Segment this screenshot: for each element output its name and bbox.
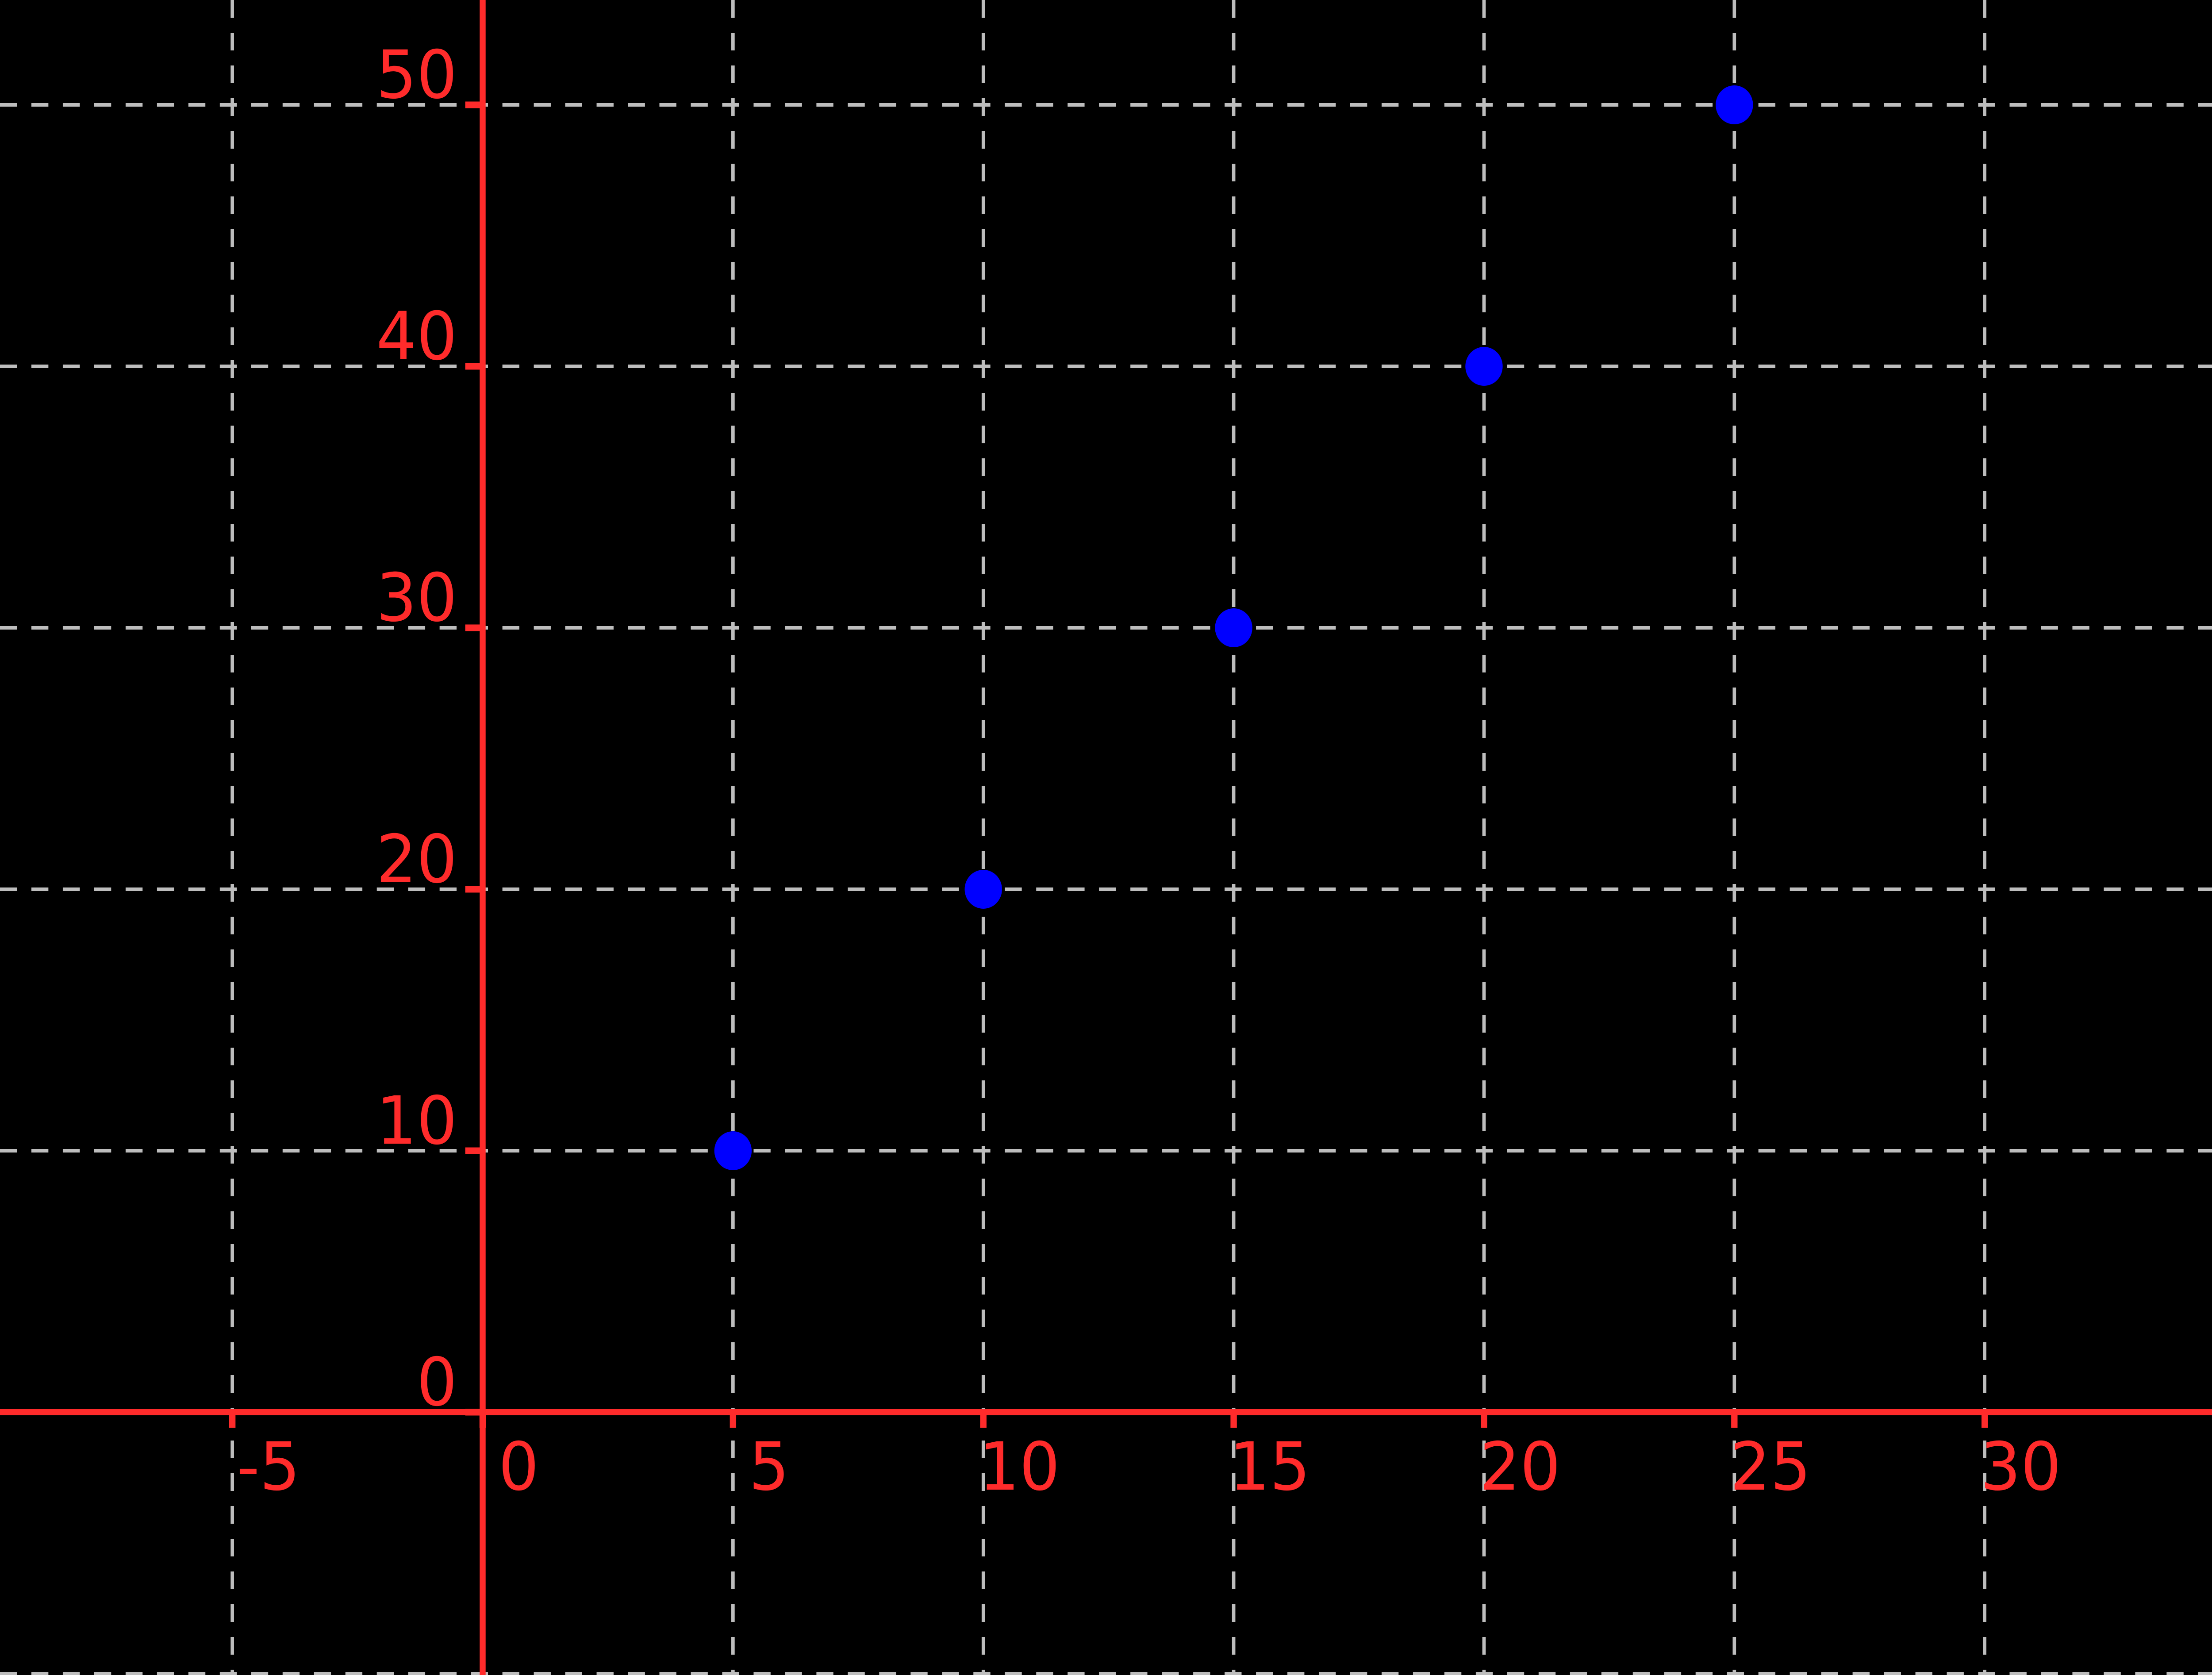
- y-tick-label-50: 50: [376, 36, 457, 114]
- x-tick-label-25: 25: [1730, 1428, 1811, 1506]
- x-tick-label-10: 10: [979, 1428, 1060, 1506]
- y-tick-label-0: 0: [417, 1344, 457, 1421]
- data-point-10-20: [964, 870, 1002, 909]
- y-tick-label-30: 30: [376, 559, 457, 637]
- data-point-25-50: [1716, 85, 1753, 124]
- y-tick-label-40: 40: [376, 298, 457, 375]
- x-tick-label-15: 15: [1229, 1428, 1310, 1506]
- data-point-5-10: [714, 1131, 752, 1171]
- x-tick-label--5: -5: [237, 1428, 300, 1506]
- data-point-15-30: [1215, 608, 1252, 648]
- x-tick-label-20: 20: [1479, 1428, 1560, 1506]
- x-tick-label-30: 30: [1980, 1428, 2061, 1506]
- y-tick-label-10: 10: [376, 1082, 457, 1160]
- data-point-20-40: [1465, 347, 1503, 386]
- y-tick-label-20: 20: [376, 821, 457, 898]
- x-tick-label-5: 5: [749, 1428, 790, 1506]
- x-tick-label-0: 0: [499, 1428, 539, 1506]
